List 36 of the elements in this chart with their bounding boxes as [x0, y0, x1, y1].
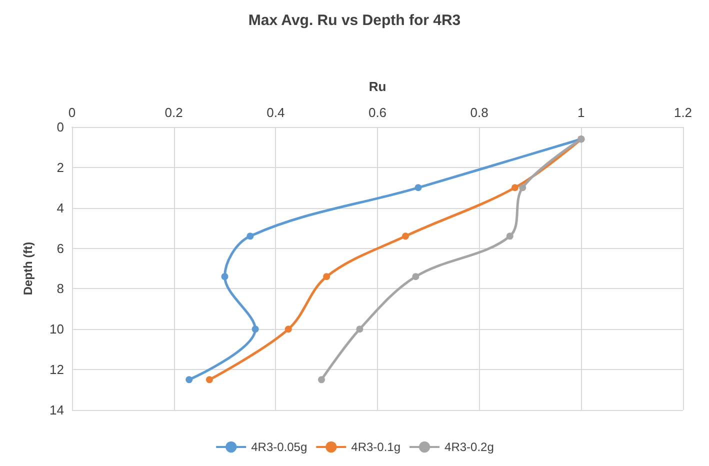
x-tick-label: 0: [68, 105, 76, 120]
y-tick-label: 2: [56, 160, 64, 175]
point: [323, 273, 330, 280]
chart-title: Max Avg. Ru vs Depth for 4R3: [248, 12, 461, 29]
x-tick-label: 0.4: [266, 105, 285, 120]
point: [356, 326, 364, 333]
point: [206, 376, 213, 384]
point: [519, 184, 526, 192]
point: [284, 326, 292, 333]
legend-label: 4R3-0.2g: [444, 440, 494, 454]
legend-label: 4R3-0.1g: [351, 440, 401, 454]
point: [186, 376, 193, 384]
point: [506, 232, 514, 240]
y-tick-label: 0: [56, 120, 64, 134]
x-tick-label: 0.2: [164, 105, 183, 120]
y-axis-title: Depth (ft): [21, 242, 35, 296]
point: [318, 376, 325, 384]
x-tick-label: 0.6: [368, 105, 387, 120]
y-tick-label: 10: [50, 322, 64, 337]
point: [221, 273, 228, 280]
point: [414, 184, 422, 192]
y-tick-label: 4: [56, 200, 64, 216]
point: [511, 184, 518, 192]
point: [402, 232, 410, 240]
y-tick-label: 6: [56, 240, 64, 256]
point: [412, 273, 420, 280]
point: [252, 326, 259, 333]
point: [246, 232, 254, 240]
x-axis-title: Ru: [368, 79, 386, 94]
y-tick-label: 12: [50, 362, 64, 378]
x-tick-label: 1.2: [674, 105, 692, 120]
legend-label: 4R3-0.05g: [251, 440, 308, 454]
x-tick-label: 0.8: [470, 105, 488, 120]
y-tick-label: 14: [50, 402, 64, 418]
y-tick-label: 8: [56, 281, 64, 296]
x-tick-label: 1: [578, 105, 585, 120]
